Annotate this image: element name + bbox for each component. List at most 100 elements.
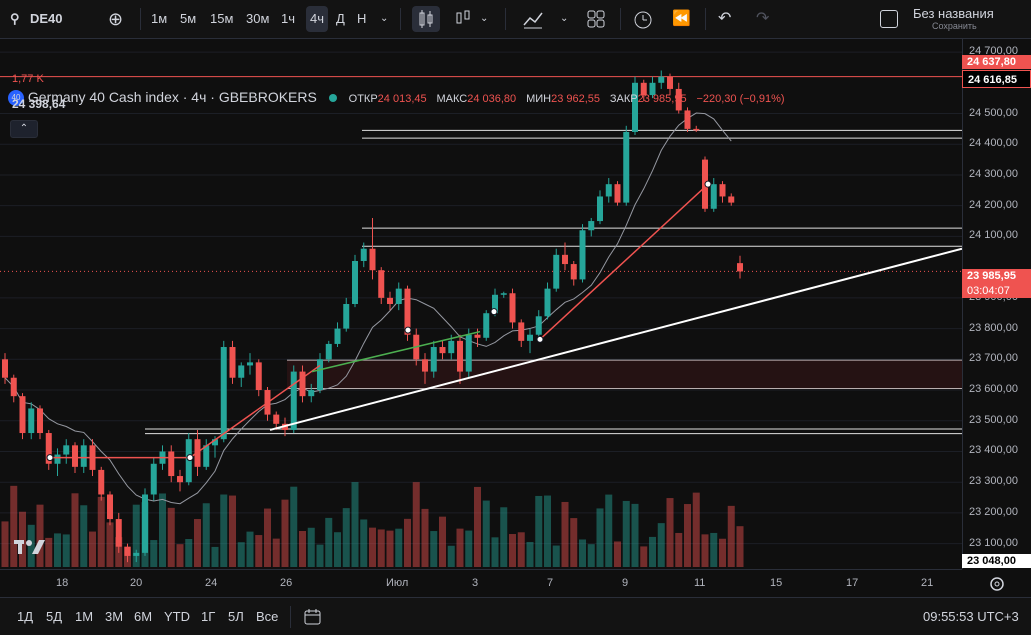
tf-15m[interactable]: 15м [210, 11, 234, 26]
candle-body [273, 414, 280, 424]
candle-body [54, 454, 61, 464]
tf-1m[interactable]: 1м [151, 11, 168, 26]
redo-icon[interactable]: ↷ [756, 10, 770, 27]
volume-bar [27, 524, 35, 567]
collapse-legend-button[interactable]: ⌃ [10, 120, 38, 138]
symbol-search-icon[interactable]: ⚲ [10, 11, 20, 26]
volume-bar [482, 500, 490, 567]
range-1m[interactable]: 1М [75, 609, 94, 624]
candle-body [255, 362, 262, 391]
compare-symbol-icon[interactable]: ⊕ [108, 9, 124, 29]
volume-bar [561, 501, 569, 567]
candle-body [229, 347, 236, 378]
tf-30m[interactable]: 30м [246, 11, 270, 26]
tf-1h[interactable]: 1ч [281, 11, 296, 26]
volume-bar [587, 544, 595, 567]
candle-body [19, 396, 26, 434]
indicators-icon[interactable] [522, 8, 544, 30]
range-1y[interactable]: 1Г [201, 609, 216, 624]
candle-body [98, 469, 105, 495]
alert-clock-icon[interactable] [632, 8, 654, 30]
y-tick-label: 23 600,00 [969, 383, 1018, 396]
candle-body [684, 110, 691, 129]
date-range-calendar-icon[interactable] [303, 607, 323, 627]
layout-checkbox-icon[interactable] [880, 10, 898, 28]
volume-bar [395, 528, 403, 567]
low-price-tag: 23 048,00 [962, 554, 1031, 568]
price-chart[interactable] [0, 39, 962, 569]
layout-name[interactable]: Без названия [913, 6, 994, 21]
clock[interactable]: 09:55:53 UTC+3 [923, 609, 1019, 624]
candle-body [597, 196, 603, 222]
x-label: 17 [846, 577, 859, 589]
chevron-down-icon[interactable]: ⌄ [380, 13, 389, 24]
candle-body [623, 131, 630, 203]
level-price-tag: 24 616,85 [962, 70, 1031, 88]
volume-bar [167, 507, 175, 567]
range-5d[interactable]: 5Д [46, 609, 63, 624]
volume-bar [1, 521, 9, 567]
volume-bar [325, 517, 333, 567]
price-axis[interactable]: 24 700,00 24 500,00 24 400,00 24 300,00 24 2… [962, 39, 1031, 569]
anchor-point [704, 180, 712, 188]
range-all[interactable]: Все [256, 609, 279, 624]
candle-body [107, 494, 113, 520]
symbol-label[interactable]: DE40 [30, 11, 63, 26]
market-status-icon [328, 94, 337, 102]
toolbar-divider [620, 8, 621, 30]
volume-bar [71, 493, 79, 567]
candle-body [500, 293, 507, 295]
range-ytd[interactable]: YTD [164, 609, 190, 624]
time-axis[interactable]: 18 20 24 26 Июл 3 7 9 11 15 17 21 [0, 569, 962, 597]
range-3m[interactable]: 3М [105, 609, 124, 624]
x-label: 11 [694, 577, 706, 589]
tf-4h[interactable]: 4ч [306, 6, 329, 32]
volume-bar [194, 519, 201, 567]
x-label: 24 [205, 577, 218, 589]
chevron-down-icon[interactable]: ⌄ [560, 13, 569, 24]
volume-bar [439, 516, 446, 567]
trendline-red [189, 364, 321, 459]
chevron-down-icon[interactable]: ⌄ [480, 13, 489, 24]
range-5y[interactable]: 5Л [228, 609, 244, 624]
candle-body [150, 463, 157, 495]
low-value: 23 962,55 [551, 93, 601, 105]
low-label: МИН [526, 93, 552, 105]
candle-body [360, 248, 367, 261]
candle-body [728, 196, 735, 203]
volume-bar [106, 522, 114, 567]
candles-chart-type-icon[interactable] [412, 6, 440, 32]
close-label: ЗАКР [609, 93, 638, 105]
layout-grid-icon[interactable] [585, 8, 607, 30]
undo-icon[interactable]: ↶ [718, 10, 732, 27]
bar-style-icon[interactable] [452, 8, 474, 30]
tf-week[interactable]: Н [357, 11, 367, 26]
volume-bar [631, 503, 639, 567]
candle-body [605, 184, 612, 197]
range-1d[interactable]: 1Д [17, 609, 34, 624]
chart-pane[interactable]: 40 Germany 40 Cash index · 4ч · GBEBROKE… [0, 39, 962, 569]
settings-gear-icon[interactable] [988, 575, 1006, 593]
save-status[interactable]: Сохранить [932, 21, 977, 31]
trendline [269, 247, 962, 431]
volume-bar [491, 537, 499, 567]
tf-day[interactable]: Д [336, 11, 345, 26]
instrument-title[interactable]: Germany 40 Cash index · 4ч · GBEBROKERS [27, 89, 317, 105]
volume-bar [159, 493, 166, 567]
volume-bar [211, 546, 219, 567]
volume-bar [229, 495, 236, 567]
volume-bar [701, 534, 709, 567]
zone-rectangle [287, 360, 962, 389]
tf-5m[interactable]: 5м [180, 11, 197, 26]
tradingview-logo[interactable] [14, 538, 46, 556]
candle-body [474, 334, 481, 338]
candle-body [553, 254, 560, 289]
volume-bar [614, 541, 621, 567]
volume-bar [517, 532, 525, 567]
candle-body [387, 297, 393, 304]
replay-icon[interactable]: ⏪ [672, 10, 691, 27]
candle-body [404, 288, 411, 335]
open-label: ОТКР [348, 93, 378, 105]
candle-body [719, 184, 726, 197]
range-6m[interactable]: 6М [134, 609, 153, 624]
